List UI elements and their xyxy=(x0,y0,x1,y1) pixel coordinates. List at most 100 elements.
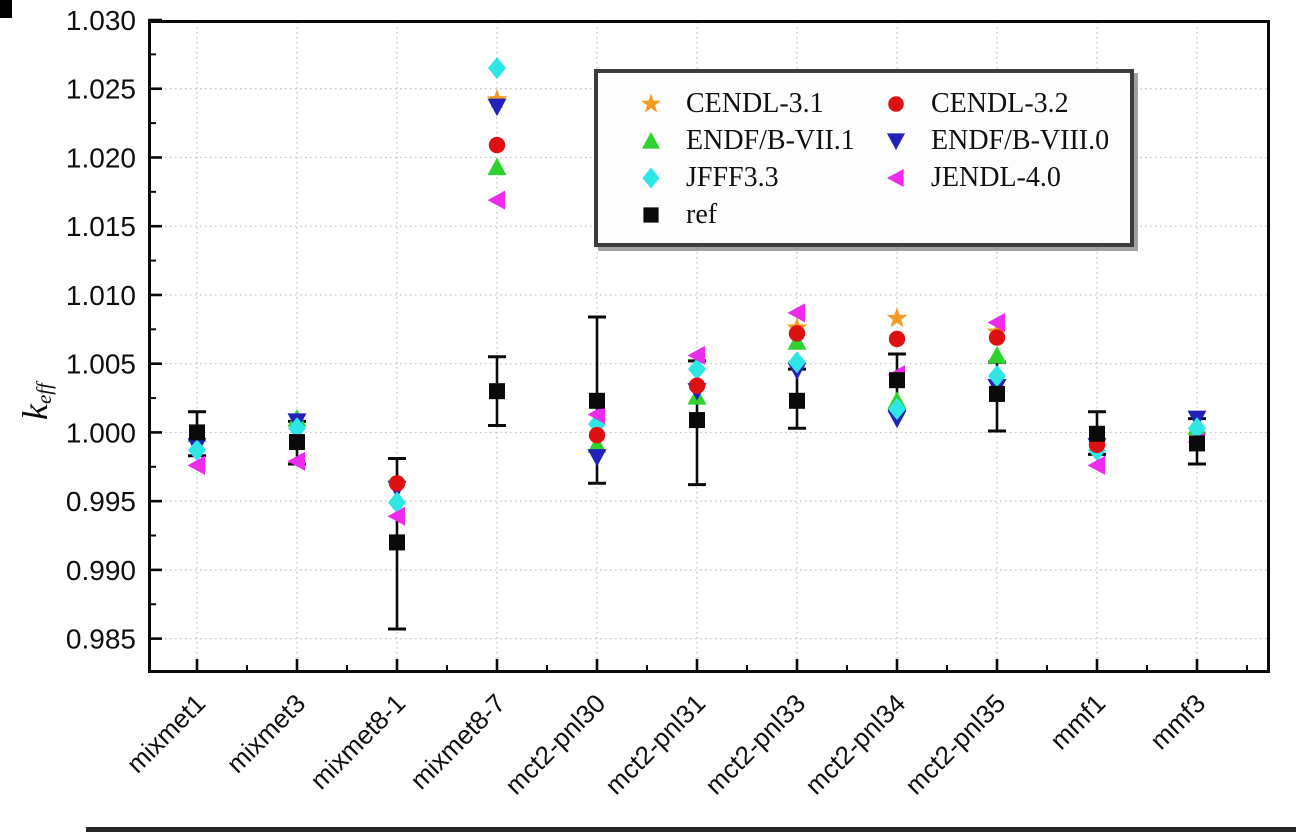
series-ref xyxy=(189,372,1205,551)
y-tick-label: 1.025 xyxy=(66,74,136,105)
legend-entry-JFFF3.3: JFFF3.3 xyxy=(638,159,883,196)
data-marker-triangle-left xyxy=(287,451,305,471)
x-tick-label: mct2-pnl35 xyxy=(899,688,1011,800)
data-marker-square xyxy=(643,206,659,223)
square-legend-icon xyxy=(643,206,659,223)
data-marker-square xyxy=(389,534,405,551)
triangle-left-legend-icon xyxy=(886,168,904,187)
data-marker-square xyxy=(289,434,305,451)
data-marker-diamond xyxy=(1188,417,1206,440)
legend-entry-CENDL-3.1: CENDL-3.1 xyxy=(638,85,883,122)
series-CENDL-3.2 xyxy=(388,136,1106,492)
legend-label: CENDL-3.1 xyxy=(686,87,824,119)
star-legend-icon xyxy=(641,93,661,112)
data-marker-diamond xyxy=(888,398,906,421)
legend-label: ref xyxy=(686,198,718,230)
y-tick-label: 1.015 xyxy=(66,211,136,242)
y-axis-label: keff xyxy=(14,383,57,420)
data-marker-triangle-down xyxy=(886,132,906,150)
data-marker-triangle-left xyxy=(787,303,805,323)
y-tick-label: 0.985 xyxy=(66,624,136,655)
gridlines xyxy=(150,22,1268,671)
data-marker-triangle-left xyxy=(587,405,605,425)
data-marker-triangle-up xyxy=(487,157,507,176)
data-marker-diamond xyxy=(788,351,806,374)
circle-legend-icon xyxy=(888,95,904,112)
series-JFFF3.3 xyxy=(188,57,1206,514)
x-tick-label: mixmet8-1 xyxy=(304,688,411,795)
data-marker-triangle-left xyxy=(487,190,505,210)
x-tick-label: mct2-pnl31 xyxy=(599,688,711,800)
data-marker-triangle-up xyxy=(587,435,607,453)
data-marker-square xyxy=(1189,435,1205,452)
legend-entry-ref: ref xyxy=(638,196,883,233)
data-marker-square xyxy=(189,424,205,441)
y-axis-label-subscript: eff xyxy=(32,383,57,405)
data-marker-triangle-left xyxy=(987,312,1005,332)
x-tick-label: mmf3 xyxy=(1144,688,1211,755)
legend-label: ENDF/B-VII.1 xyxy=(686,124,855,156)
plot-frame xyxy=(148,20,1270,673)
legend-entry-ENDF/B-VIII.0: ENDF/B-VIII.0 xyxy=(883,122,1124,159)
data-marker-triangle-up xyxy=(987,345,1007,364)
data-marker-star xyxy=(641,93,661,112)
data-marker-square xyxy=(989,385,1005,402)
legend-label: CENDL-3.2 xyxy=(931,87,1069,119)
data-marker-triangle-down xyxy=(487,98,507,117)
data-marker-diamond xyxy=(388,491,406,514)
data-marker-diamond xyxy=(188,439,206,462)
data-marker-star xyxy=(886,307,908,328)
legend-label: JENDL-4.0 xyxy=(931,161,1061,193)
diamond-legend-icon xyxy=(642,167,660,188)
data-marker-triangle-left xyxy=(1087,455,1105,475)
y-axis-label-symbol: k xyxy=(15,404,55,420)
legend-entry-JENDL-4.0: JENDL-4.0 xyxy=(883,159,1124,196)
triangle-down-legend-icon xyxy=(886,132,906,150)
x-tick-label: mixmet8-7 xyxy=(404,688,511,795)
data-marker-triangle-down xyxy=(587,449,607,467)
y-tick-label: 1.010 xyxy=(66,280,136,311)
data-marker-square xyxy=(789,392,805,409)
legend-entry-CENDL-3.2: CENDL-3.2 xyxy=(883,85,1124,122)
data-marker-triangle-left xyxy=(687,345,705,365)
data-marker-triangle-left xyxy=(187,455,205,475)
chart-legend: CENDL-3.1 ENDF/B-VII.1 JFFF3.3 ref CENDL-3.2… xyxy=(594,69,1134,247)
data-marker-diamond xyxy=(488,57,506,80)
x-tick-label: mct2-pnl33 xyxy=(699,688,811,800)
y-tick-label: 1.005 xyxy=(66,349,136,380)
triangle-up-legend-icon xyxy=(641,131,661,149)
data-marker-diamond xyxy=(688,358,706,381)
data-marker-circle xyxy=(788,325,806,342)
y-tick-label: 1.000 xyxy=(66,417,136,448)
data-marker-circle xyxy=(688,377,706,394)
data-marker-circle xyxy=(988,329,1006,346)
y-tick-label: 1.020 xyxy=(66,142,136,173)
y-tick-labels: 0.985 0.990 0.995 1.000 1.005 1.010 1.015 1.020… xyxy=(66,5,136,655)
x-tick-label: mct2-pnl34 xyxy=(799,688,911,800)
data-marker-triangle-left xyxy=(387,506,405,526)
y-tick-label: 0.995 xyxy=(66,486,136,517)
x-tick-label: mixmet3 xyxy=(221,688,312,779)
data-marker-square xyxy=(889,372,905,389)
legend-label: JFFF3.3 xyxy=(686,161,779,193)
legend-entry-ENDF/B-VII.1: ENDF/B-VII.1 xyxy=(638,122,883,159)
data-marker-square xyxy=(1089,425,1105,442)
screenshot-corner-artifact xyxy=(0,0,12,18)
x-tick-label: mixmet1 xyxy=(121,688,212,779)
data-marker-diamond xyxy=(988,365,1006,388)
data-marker-circle xyxy=(588,426,606,444)
data-marker-triangle-up xyxy=(641,131,661,149)
screenshot-bottom-edge-artifact xyxy=(86,827,1296,832)
x-tick-label: mmf1 xyxy=(1044,688,1111,755)
data-marker-triangle-left xyxy=(886,168,904,187)
data-marker-diamond xyxy=(288,417,306,440)
y-tick-label: 0.990 xyxy=(66,555,136,586)
data-marker-square xyxy=(489,383,505,400)
data-marker-square xyxy=(689,412,705,429)
data-marker-circle xyxy=(488,136,506,154)
data-marker-square xyxy=(589,392,605,409)
data-marker-circle xyxy=(888,330,906,348)
data-marker-diamond xyxy=(642,167,660,188)
